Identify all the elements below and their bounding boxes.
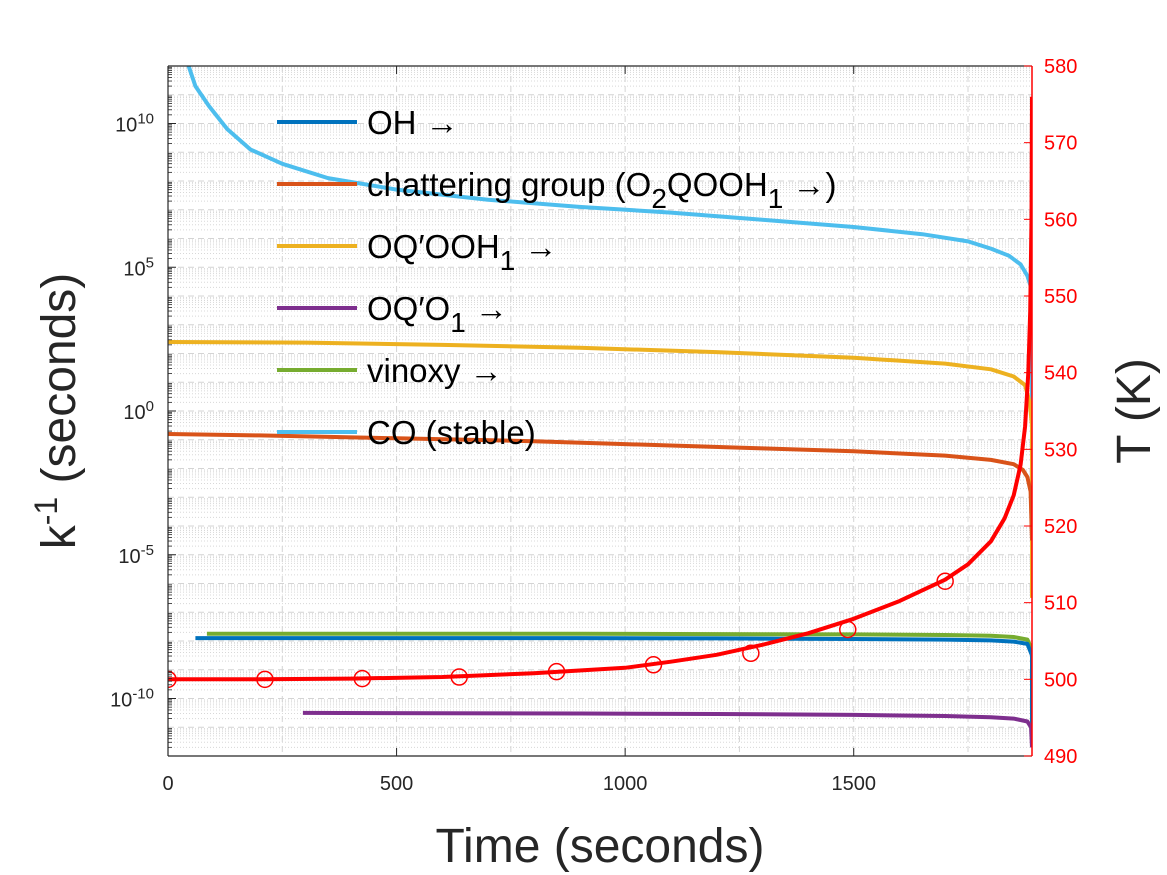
- y-right-tick-label: 550: [1044, 286, 1077, 308]
- x-tick-label: 1000: [603, 773, 648, 795]
- y-left-tick-label-base: 10: [110, 690, 132, 712]
- grid: [168, 66, 1032, 756]
- temperature-marker: [547, 662, 566, 681]
- temperature-marker: [353, 669, 372, 688]
- y-right-tick-label: 530: [1044, 439, 1077, 461]
- legend-text-part: →: [515, 228, 557, 265]
- y-right-axis-title: T (K): [1108, 358, 1161, 464]
- y-left-tick-label: 105: [123, 254, 154, 281]
- y-left-axis-title-base: k: [33, 524, 86, 549]
- x-tick-label: 0: [162, 773, 173, 795]
- legend-text-part: CO (stable): [367, 414, 536, 451]
- legend-text-part: OH →: [367, 104, 459, 141]
- x-tick-label: 500: [380, 773, 413, 795]
- legend-text-part: QOOH: [667, 166, 768, 203]
- y-left-tick-label-exponent: 10: [137, 110, 154, 127]
- temperature-marker: [839, 620, 857, 639]
- series-layer: [168, 66, 1032, 748]
- legend-subscript: 1: [500, 245, 516, 276]
- y-left-axis-title-rest: (seconds): [33, 273, 86, 497]
- temperature-marker: [168, 670, 177, 689]
- legend-subscript: 2: [651, 183, 667, 214]
- legend-label-vinoxy: vinoxy →: [367, 352, 503, 389]
- legend-label-co: CO (stable): [367, 414, 536, 451]
- y-left-tick-label-exponent: 0: [146, 398, 154, 415]
- y-right-tick-label: 510: [1044, 593, 1077, 615]
- legend-text-part: OQ′O: [367, 290, 450, 327]
- y-left-tick-label-base: 10: [115, 115, 137, 137]
- y-left-tick-label: 1010: [115, 110, 154, 137]
- legend-label-oh: OH →: [367, 104, 459, 141]
- y-left-tick-label-exponent: -5: [141, 541, 154, 558]
- legend-text-part: vinoxy →: [367, 352, 503, 389]
- y-left-tick-label: 100: [123, 398, 154, 425]
- y-left-tick-label: 10-5: [118, 541, 154, 568]
- legend-label-chattering: chattering group (O2QOOH1 →): [367, 166, 837, 214]
- series-line-oqo: [302, 710, 1032, 748]
- x-tick-label: 1500: [831, 773, 876, 795]
- legend-text-part: OQ′OOH: [367, 228, 500, 265]
- series-line-co: [186, 66, 1032, 584]
- legend-subscript: 1: [768, 183, 784, 214]
- temperature-marker: [450, 668, 468, 686]
- y-right-tick-label: 540: [1044, 363, 1077, 385]
- legend: OH →chattering group (O2QOOH1 →)OQ′OOH1 …: [277, 104, 837, 451]
- legend-label-oqoooh: OQ′OOH1 →: [367, 228, 557, 276]
- y-left-tick-label-exponent: -10: [132, 685, 154, 702]
- legend-text-part: chattering group (O: [367, 166, 651, 203]
- legend-text-part: →): [783, 166, 836, 203]
- y-left-axis-title-sup: -1: [28, 497, 64, 525]
- temperature-marker: [256, 670, 274, 689]
- temperature-marker: [644, 656, 663, 674]
- y-right-tick-label: 560: [1044, 209, 1077, 231]
- y-right-tick-label: 520: [1044, 516, 1077, 538]
- y-right-tick-label: 580: [1044, 56, 1077, 78]
- series-line-oqoooh: [168, 340, 1032, 598]
- series-line-oh: [195, 636, 1032, 742]
- y-left-tick-label-base: 10: [123, 258, 145, 280]
- y-left-tick-label: 10-10: [110, 685, 154, 712]
- temperature-marker: [936, 572, 954, 590]
- y-right-tick-label: 500: [1044, 669, 1077, 691]
- y-right-tick-label: 570: [1044, 133, 1077, 155]
- x-axis-title: Time (seconds): [436, 820, 765, 873]
- y-right-ticks: 490 500 510 520 530 540 550 560 570 580: [1024, 56, 1077, 768]
- y-left-tick-label-base: 10: [123, 402, 145, 424]
- series-line-temperature: [168, 96, 1032, 682]
- y-left-tick-label-base: 10: [118, 546, 140, 568]
- temperature-marker: [742, 644, 760, 663]
- legend-subscript: 1: [450, 307, 466, 338]
- y-right-tick-label: 490: [1044, 746, 1077, 768]
- legend-label-oqo: OQ′O1 →: [367, 290, 508, 338]
- y-left-axis-title: k-1 (seconds): [28, 273, 86, 550]
- series-line-chattering: [168, 432, 1032, 541]
- y-left-tick-label-exponent: 5: [146, 254, 154, 271]
- series-line-vinoxy: [206, 631, 1032, 693]
- legend-text-part: →: [466, 290, 508, 327]
